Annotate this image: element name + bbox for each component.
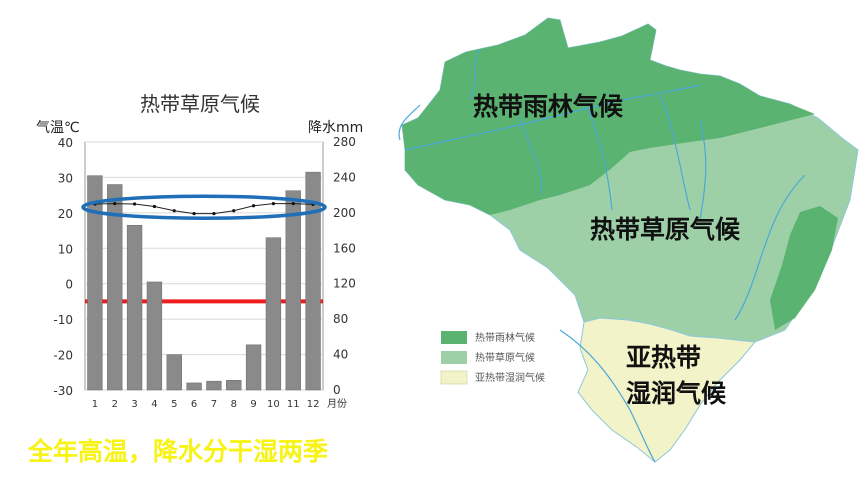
precip-bar: [146, 281, 163, 391]
precip-bar: [166, 354, 182, 391]
precip-bar: [126, 225, 143, 391]
x-tick-label: 3: [131, 399, 137, 410]
right-tick-label: 120: [333, 277, 356, 291]
label-rainforest: 热带雨林气候: [473, 92, 624, 121]
precip-bar: [87, 175, 103, 391]
x-tick-label: 6: [191, 399, 197, 410]
temperature-point: [232, 209, 236, 213]
map-legend: 热带雨林气候 热带草原气候 亚热带湿润气候: [440, 331, 545, 385]
precip-bar: [305, 171, 321, 391]
left-tick-label: -30: [53, 384, 73, 398]
x-tick-label: 11: [287, 399, 300, 410]
river-parana: [559, 329, 656, 463]
caption: 全年高温，降水分干湿两季: [28, 437, 329, 466]
legend-swatch-rainforest: [441, 331, 467, 344]
river-tributary-3: [659, 94, 691, 211]
legend-swatch-savanna: [441, 351, 467, 364]
river-tributary-1: [519, 117, 542, 196]
right-tick-label: 240: [333, 170, 356, 184]
temperature-point: [132, 202, 137, 206]
label-savanna: 热带草原气候: [590, 215, 741, 244]
legend-swatch-subtropical: [440, 370, 468, 385]
x-tick-label: 2: [112, 399, 118, 410]
legend-label-rainforest: 热带雨林气候: [475, 331, 535, 344]
river-sao-francisco: [734, 174, 806, 321]
legend-label-savanna: 热带草原气候: [475, 351, 535, 364]
x-tick-label: 12: [307, 399, 320, 410]
x-tick-label: 4: [151, 399, 157, 410]
precip-bar: [206, 380, 222, 391]
subtropical-region: [577, 317, 756, 463]
x-tick-label: 5: [171, 399, 177, 410]
left-tick-label: 40: [58, 136, 73, 150]
label-subtropical-line2: 湿润气候: [626, 379, 727, 408]
x-tick-label: 1: [92, 399, 98, 410]
precip-bar: [186, 382, 202, 391]
left-axis-label: 气温℃: [36, 120, 80, 136]
coastal-rainforest-region: [770, 206, 838, 330]
label-subtropical-line1: 亚热带: [626, 343, 701, 372]
x-tick-label: 7: [211, 399, 217, 410]
right-tick-label: 40: [333, 348, 348, 362]
climate-chart: 热带草原气候 气温℃ 降水mm 403020100-10-20-30280240…: [36, 92, 363, 410]
temperature-point: [192, 211, 196, 216]
right-tick-label: 80: [333, 312, 348, 326]
right-tick-label: 200: [333, 206, 356, 220]
highlight-ellipse: [81, 194, 327, 220]
legend-label-subtropical: 亚热带湿润气候: [475, 371, 545, 384]
right-axis-label: 降水mm: [308, 120, 363, 136]
temperature-point: [212, 211, 216, 216]
temperature-point: [251, 204, 256, 208]
left-tick-label: 0: [65, 278, 73, 292]
river-amazon: [404, 84, 701, 151]
temperature-line: [94, 203, 314, 215]
temperature-point: [152, 204, 157, 209]
river-western: [398, 104, 421, 141]
river-tributary-2: [584, 99, 613, 211]
x-unit-label: 月份: [327, 398, 347, 410]
left-tick-label: 10: [58, 242, 73, 256]
temperature-point: [113, 202, 117, 206]
right-tick-label: 0: [333, 383, 341, 397]
x-tick-label: 9: [250, 399, 256, 410]
brazil-climate-map: 热带雨林气候 热带草原气候 亚热带湿润气候 热带雨林气候 热带草原气候 亚热带 …: [385, 0, 860, 484]
left-tick-label: 30: [58, 171, 73, 185]
left-tick-label: 20: [58, 207, 73, 221]
right-tick-label: 280: [333, 135, 356, 149]
temperature-point: [271, 202, 276, 206]
precip-bar: [107, 184, 123, 391]
x-tick-label: 10: [267, 399, 280, 410]
precip-bar: [245, 344, 262, 391]
rainforest-region: [402, 18, 815, 215]
precip-bar: [285, 190, 301, 391]
left-tick-label: -20: [53, 349, 73, 363]
climate-chart-panel: 热带草原气候 气温℃ 降水mm 40 30 20 10 0 -10 -20 -30 280 240…: [0, 0, 400, 484]
x-tick-label: 8: [231, 399, 237, 410]
river-tributary-4: [699, 119, 707, 221]
temperature-point: [172, 209, 176, 213]
right-tick-label: 160: [333, 241, 356, 255]
precip-bar: [265, 237, 282, 391]
river-tributary-5: [469, 49, 481, 101]
precip-bar: [226, 380, 242, 391]
chart-title: 热带草原气候: [140, 92, 260, 116]
left-tick-label: -10: [53, 313, 73, 327]
temperature-point: [291, 202, 295, 206]
